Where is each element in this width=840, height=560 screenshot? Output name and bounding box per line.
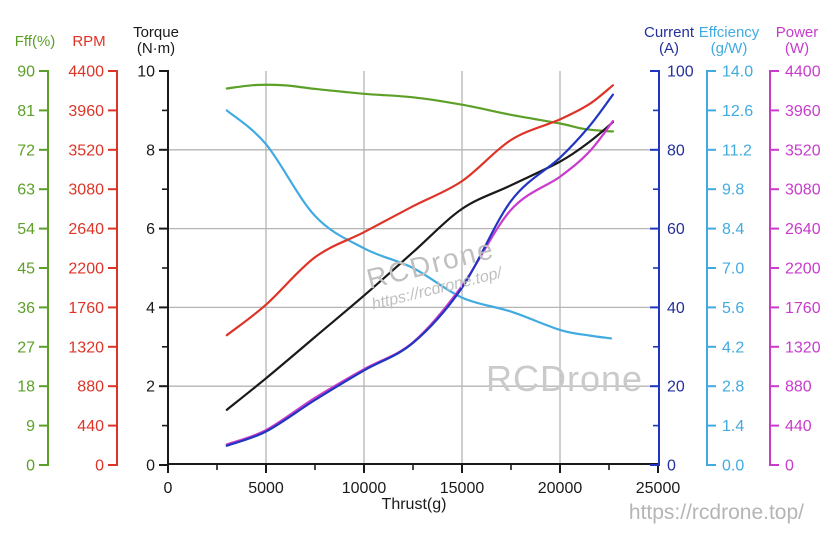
y-tick-label-eff: 12.6 [722, 103, 753, 120]
y-tick-label-eff: 5.6 [722, 300, 744, 317]
series-eff-curve [225, 109, 613, 340]
y-tick-label-eff: 14.0 [722, 64, 753, 81]
y-tick-label-current: 100 [667, 64, 694, 81]
y-tick-label-eff: 0.0 [722, 458, 744, 475]
series-power-curve [225, 120, 614, 446]
y-tick-label-rpm: 3520 [68, 142, 104, 159]
y-tick-label-power: 440 [785, 418, 812, 435]
x-tick-label: 5000 [248, 480, 284, 497]
y-tick-label-power: 2200 [785, 261, 821, 278]
axis-title-text: Fff(%) [14, 33, 56, 50]
y-tick-label-power: 0 [785, 458, 794, 475]
y-tick-label-current: 0 [667, 458, 676, 475]
y-tick-label-current: 60 [667, 221, 685, 238]
y-tick-label-power: 3960 [785, 103, 821, 120]
y-tick-label-fff: 0 [26, 458, 35, 475]
y-tick-label-fff: 90 [17, 64, 35, 81]
series-fff-curve [225, 83, 614, 133]
x-axis-title: Thrust(g) [381, 496, 447, 513]
y-tick-label-current: 40 [667, 300, 685, 317]
axis-title-text: RPM [72, 33, 106, 50]
y-tick-label-eff: 11.2 [722, 142, 752, 159]
y-tick-label-power: 2640 [785, 221, 821, 238]
series-current-curve [225, 93, 614, 447]
y-tick-label-torque: 2 [146, 379, 155, 396]
y-tick-label-eff: 9.8 [722, 182, 744, 199]
y-tick-label-fff: 72 [17, 142, 35, 159]
y-tick-label-current: 20 [667, 379, 685, 396]
y-tick-label-eff: 4.2 [722, 339, 744, 356]
axis-title-power: Power (W) [764, 25, 830, 57]
y-tick-label-torque: 10 [137, 64, 155, 81]
y-tick-label-rpm: 3960 [68, 103, 104, 120]
axis-title-unit: (W) [784, 40, 810, 57]
y-tick-label-rpm: 1760 [68, 300, 104, 317]
y-tick-label-torque: 8 [146, 142, 155, 159]
y-tick-label-eff: 8.4 [722, 221, 744, 238]
y-tick-label-power: 1320 [785, 339, 821, 356]
axis-title-text: Power [775, 24, 819, 41]
y-tick-label-power: 1760 [785, 300, 821, 317]
y-tick-label-fff: 27 [17, 339, 35, 356]
x-tick-label: 15000 [440, 480, 485, 497]
y-tick-label-rpm: 880 [77, 379, 104, 396]
y-tick-label-power: 3080 [785, 182, 821, 199]
y-tick-label-power: 3520 [785, 142, 821, 159]
series [225, 83, 614, 447]
axis-current: 100 80 60 40 20 0 [650, 64, 694, 475]
axis-title-rpm: RPM [59, 34, 119, 50]
axis-title-unit: (A) [659, 40, 679, 57]
y-tick-label-rpm: 4400 [68, 64, 104, 81]
y-tick-label-rpm: 3080 [68, 182, 104, 199]
y-tick-label-rpm: 2200 [68, 261, 104, 278]
x-tick-label: 0 [164, 480, 173, 497]
x-tick-label: 25000 [636, 480, 681, 497]
axis-title-current: Current (A) [636, 25, 702, 57]
axis-title-text: Current [643, 24, 695, 41]
x-axis: 0 5000 10000 15000 20000 25000 [164, 463, 681, 497]
y-tick-label-fff: 54 [17, 221, 35, 238]
y-tick-label-eff: 1.4 [722, 418, 744, 435]
axis-title-unit: (N·m) [136, 40, 176, 57]
y-tick-label-fff: 45 [17, 261, 35, 278]
y-tick-label-eff: 2.8 [722, 379, 744, 396]
y-tick-label-power: 4400 [785, 64, 821, 81]
axis-torque: 10 8 6 4 2 0 [137, 64, 169, 475]
x-tick-label: 10000 [342, 480, 387, 497]
series-rpm-curve [225, 84, 614, 337]
y-tick-label-torque: 0 [146, 458, 155, 475]
y-tick-label-rpm: 0 [95, 458, 104, 475]
y-tick-label-rpm: 2640 [68, 221, 104, 238]
axis-title-torque: Torque (N·m) [123, 25, 189, 57]
y-tick-label-rpm: 440 [77, 418, 104, 435]
axis-title-unit: (g/W) [710, 40, 748, 57]
y-tick-label-power: 880 [785, 379, 812, 396]
y-tick-label-eff: 7.0 [722, 261, 744, 278]
y-tick-label-current: 80 [667, 142, 685, 159]
y-tick-label-fff: 63 [17, 182, 35, 199]
x-tick-label: 20000 [538, 480, 583, 497]
y-tick-label-fff: 18 [17, 379, 35, 396]
y-tick-label-fff: 9 [26, 418, 35, 435]
y-tick-label-rpm: 1320 [68, 339, 104, 356]
axis-title-text: Torque [133, 24, 179, 41]
gridlines [168, 71, 659, 464]
axis-eff: 14.0 12.6 11.2 9.8 8.4 7.0 5.6 4.2 2.8 1.4 0.0 [706, 64, 753, 475]
y-tick-label-torque: 6 [146, 221, 155, 238]
axis-title-efficiency: Effciency (g/W) [694, 25, 764, 57]
y-tick-label-torque: 4 [146, 300, 155, 317]
axis-title-fff: Fff(%) [5, 34, 65, 50]
series-torque-curve [225, 121, 614, 411]
y-tick-label-fff: 36 [17, 300, 35, 317]
axis-title-text: Effciency [698, 24, 760, 41]
y-tick-label-fff: 81 [17, 103, 35, 120]
